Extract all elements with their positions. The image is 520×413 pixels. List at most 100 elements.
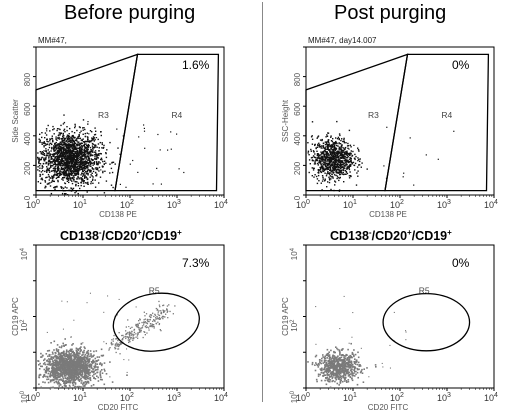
post-scatter-dot — [330, 159, 332, 161]
before-cd20-dot — [67, 371, 70, 374]
post-scatter-dot — [350, 161, 353, 164]
before-cd20-dot — [61, 365, 64, 367]
before-cd20-dot — [86, 377, 89, 380]
post-scatter-dot — [312, 169, 315, 171]
post-scatter-dot — [317, 171, 319, 174]
before-cd20-dot — [145, 325, 147, 327]
post-scatter-dot — [323, 159, 325, 161]
before-cd20-dot — [123, 336, 125, 338]
before-scatter-dot — [63, 128, 66, 130]
before-cd20-dot — [89, 363, 92, 365]
before-scatter-dot — [54, 146, 57, 148]
post-scatter-dot — [337, 169, 340, 171]
before-cd20-dot — [46, 368, 48, 370]
before-cd20-dot — [85, 360, 87, 362]
before-cd20-dot — [166, 311, 168, 313]
post-scatter-dot — [341, 146, 343, 149]
before-cd20-dot — [55, 362, 57, 365]
post-scatter-dot — [346, 151, 348, 154]
post-scatter-dot — [346, 167, 348, 169]
before-cd20-dot — [74, 368, 77, 371]
post-scatter-dot — [328, 166, 330, 169]
before-cd20-dot — [79, 370, 82, 373]
before-scatter-dot — [64, 174, 67, 177]
before-scatter-dot — [56, 139, 58, 141]
before-cd20-dot — [137, 333, 139, 335]
before-scatter-dot — [43, 160, 45, 162]
before-cd20-dot — [143, 322, 145, 324]
post-cd20-dot — [340, 377, 343, 380]
before-scatter-dot — [72, 134, 74, 137]
before-scatter-dot — [53, 176, 55, 178]
before-cd20-dot — [58, 379, 60, 381]
before-scatter-dot — [80, 163, 82, 165]
before-scatter-dot — [68, 160, 70, 162]
before-scatter-dot — [54, 153, 56, 155]
before-scatter-dot — [79, 149, 82, 151]
post-scatter-dot — [341, 151, 343, 154]
before-scatter-dot — [41, 167, 43, 170]
post-scatter-dot — [361, 162, 363, 164]
before-scatter-dot — [92, 143, 94, 145]
post-scatter-dot — [336, 151, 339, 153]
before-scatter-dot — [110, 167, 113, 170]
before-cd20-dot — [91, 361, 93, 363]
before-scatter-dot — [45, 169, 48, 172]
before-cd20-dot — [145, 326, 147, 329]
post-cd20-dot — [343, 356, 345, 359]
before-scatter-dot — [94, 156, 96, 158]
post-scatter-dot — [324, 141, 327, 143]
before-cd20-dot — [80, 349, 82, 352]
before-scatter-dot — [64, 131, 66, 133]
before-scatter-dot — [80, 143, 82, 145]
before-cd20-dot — [76, 353, 79, 355]
before-cd20-dot — [66, 301, 68, 303]
before-cd20-dot — [152, 320, 154, 322]
post-scatter-dot — [326, 186, 328, 188]
before-cd20-dot — [55, 366, 58, 369]
post-scatter-dot — [333, 157, 336, 160]
post-scatter-dot — [318, 146, 320, 148]
before-scatter-dot — [90, 182, 92, 185]
before-scatter-dot — [68, 166, 70, 168]
post-scatter-dot — [347, 161, 350, 164]
before-scatter-dot — [56, 160, 58, 163]
before-scatter-dot — [91, 138, 94, 140]
before-scatter-dot — [97, 162, 100, 164]
before-scatter-dot — [71, 150, 73, 152]
before-scatter-dot — [55, 138, 57, 140]
before-scatter-dot — [47, 182, 50, 185]
before-cd20-dot — [65, 354, 68, 356]
post-scatter-dot — [335, 158, 337, 160]
before-cd20-dot — [67, 374, 70, 376]
before-scatter-dot — [88, 145, 90, 147]
post-scatter-dot — [329, 175, 331, 177]
post-scatter-dot — [341, 157, 343, 159]
before-cd20-dot — [87, 359, 89, 362]
post-scatter-dot — [358, 158, 360, 161]
before-cd20-dot — [73, 358, 75, 361]
post-scatter-dot — [335, 166, 337, 169]
before-scatter-dot — [70, 158, 73, 160]
post-scatter-dot — [325, 157, 327, 159]
post-scatter-dot — [319, 169, 321, 171]
before-cd20-dot — [117, 348, 119, 350]
before-cd20-dot — [46, 378, 48, 381]
before-scatter-dot — [83, 144, 85, 147]
post-scatter-dot — [323, 167, 325, 169]
before-cd20-dot — [63, 369, 66, 372]
before-cd20-dot — [96, 356, 99, 358]
before-cd20-dot — [72, 379, 75, 382]
before-cd20-dot — [48, 367, 50, 370]
before-scatter-dot — [76, 170, 78, 172]
before-cd20-dot — [160, 312, 162, 314]
before-cd20-dot — [89, 379, 92, 382]
post-scatter-dot — [311, 135, 313, 137]
before-scatter-dot — [103, 146, 105, 149]
before-scatter-dot — [81, 172, 83, 174]
before-scatter-dot — [72, 149, 75, 151]
before-cd20-dot — [78, 365, 80, 368]
before-scatter-dot — [57, 165, 59, 168]
post-scatter-dot — [359, 160, 361, 163]
before-scatter-dot — [86, 150, 88, 153]
